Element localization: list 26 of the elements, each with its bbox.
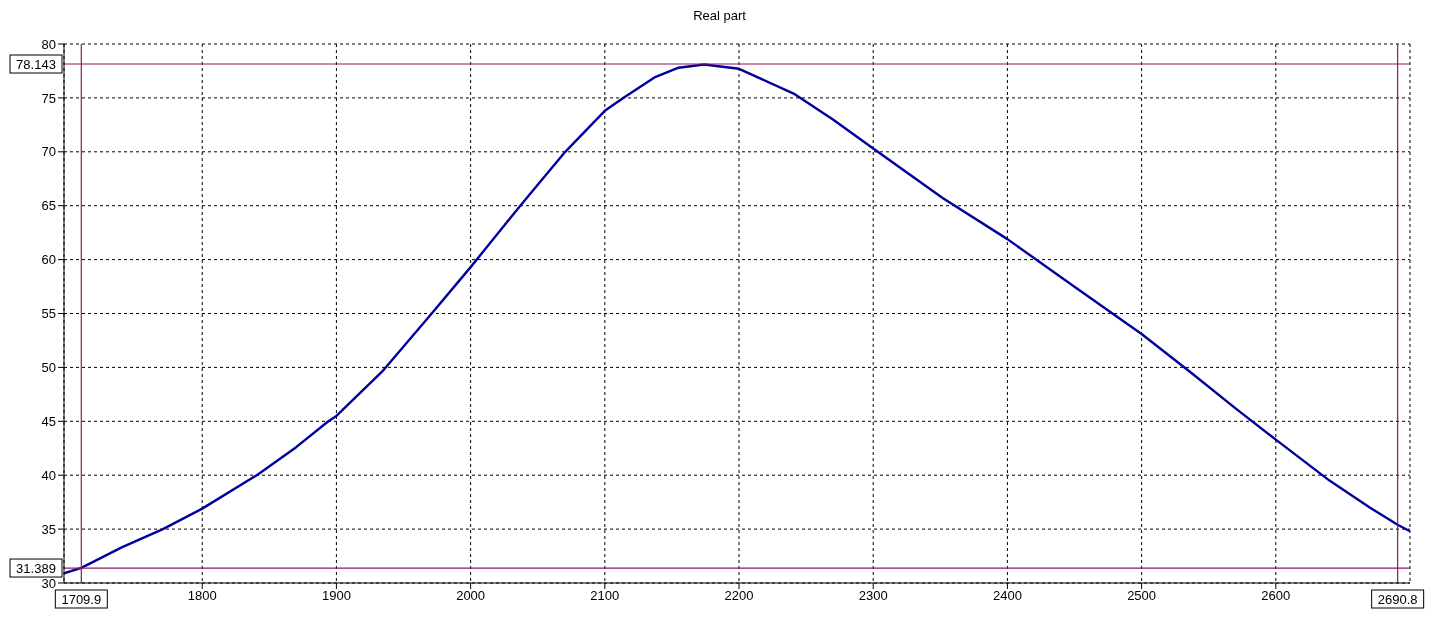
- y-tick-label: 70: [41, 144, 56, 160]
- ref-line-label: 31.389: [16, 560, 56, 576]
- x-tick-label: 2000: [456, 588, 486, 604]
- x-tick-label: 2600: [1261, 588, 1291, 604]
- ref-line-label: 2690.8: [1377, 591, 1418, 607]
- y-tick-label: 60: [41, 252, 56, 268]
- x-tick-label: 2400: [992, 588, 1022, 604]
- x-tick-label: 1800: [187, 588, 217, 604]
- x-tick-label: 2500: [1127, 588, 1157, 604]
- y-tick-label: 65: [41, 198, 56, 214]
- x-tick-label: 1900: [321, 588, 351, 604]
- x-tick-label: 2100: [590, 588, 620, 604]
- ref-line-label: 78.143: [16, 56, 56, 72]
- y-tick-label: 30: [41, 575, 56, 591]
- y-tick-label: 75: [41, 90, 56, 106]
- chart-title: Real part: [692, 8, 747, 23]
- y-tick-label: 55: [41, 306, 56, 322]
- x-tick-label: 2200: [724, 588, 754, 604]
- y-tick-label: 45: [41, 413, 56, 429]
- x-tick-label: 2300: [858, 588, 888, 604]
- y-tick-label: 80: [41, 36, 56, 52]
- line-series: [64, 63, 1410, 575]
- y-tick-label: 50: [41, 360, 56, 376]
- y-tick-label: 40: [41, 467, 56, 483]
- y-tick-label: 35: [41, 521, 56, 537]
- ref-line-label: 1709.9: [61, 591, 102, 607]
